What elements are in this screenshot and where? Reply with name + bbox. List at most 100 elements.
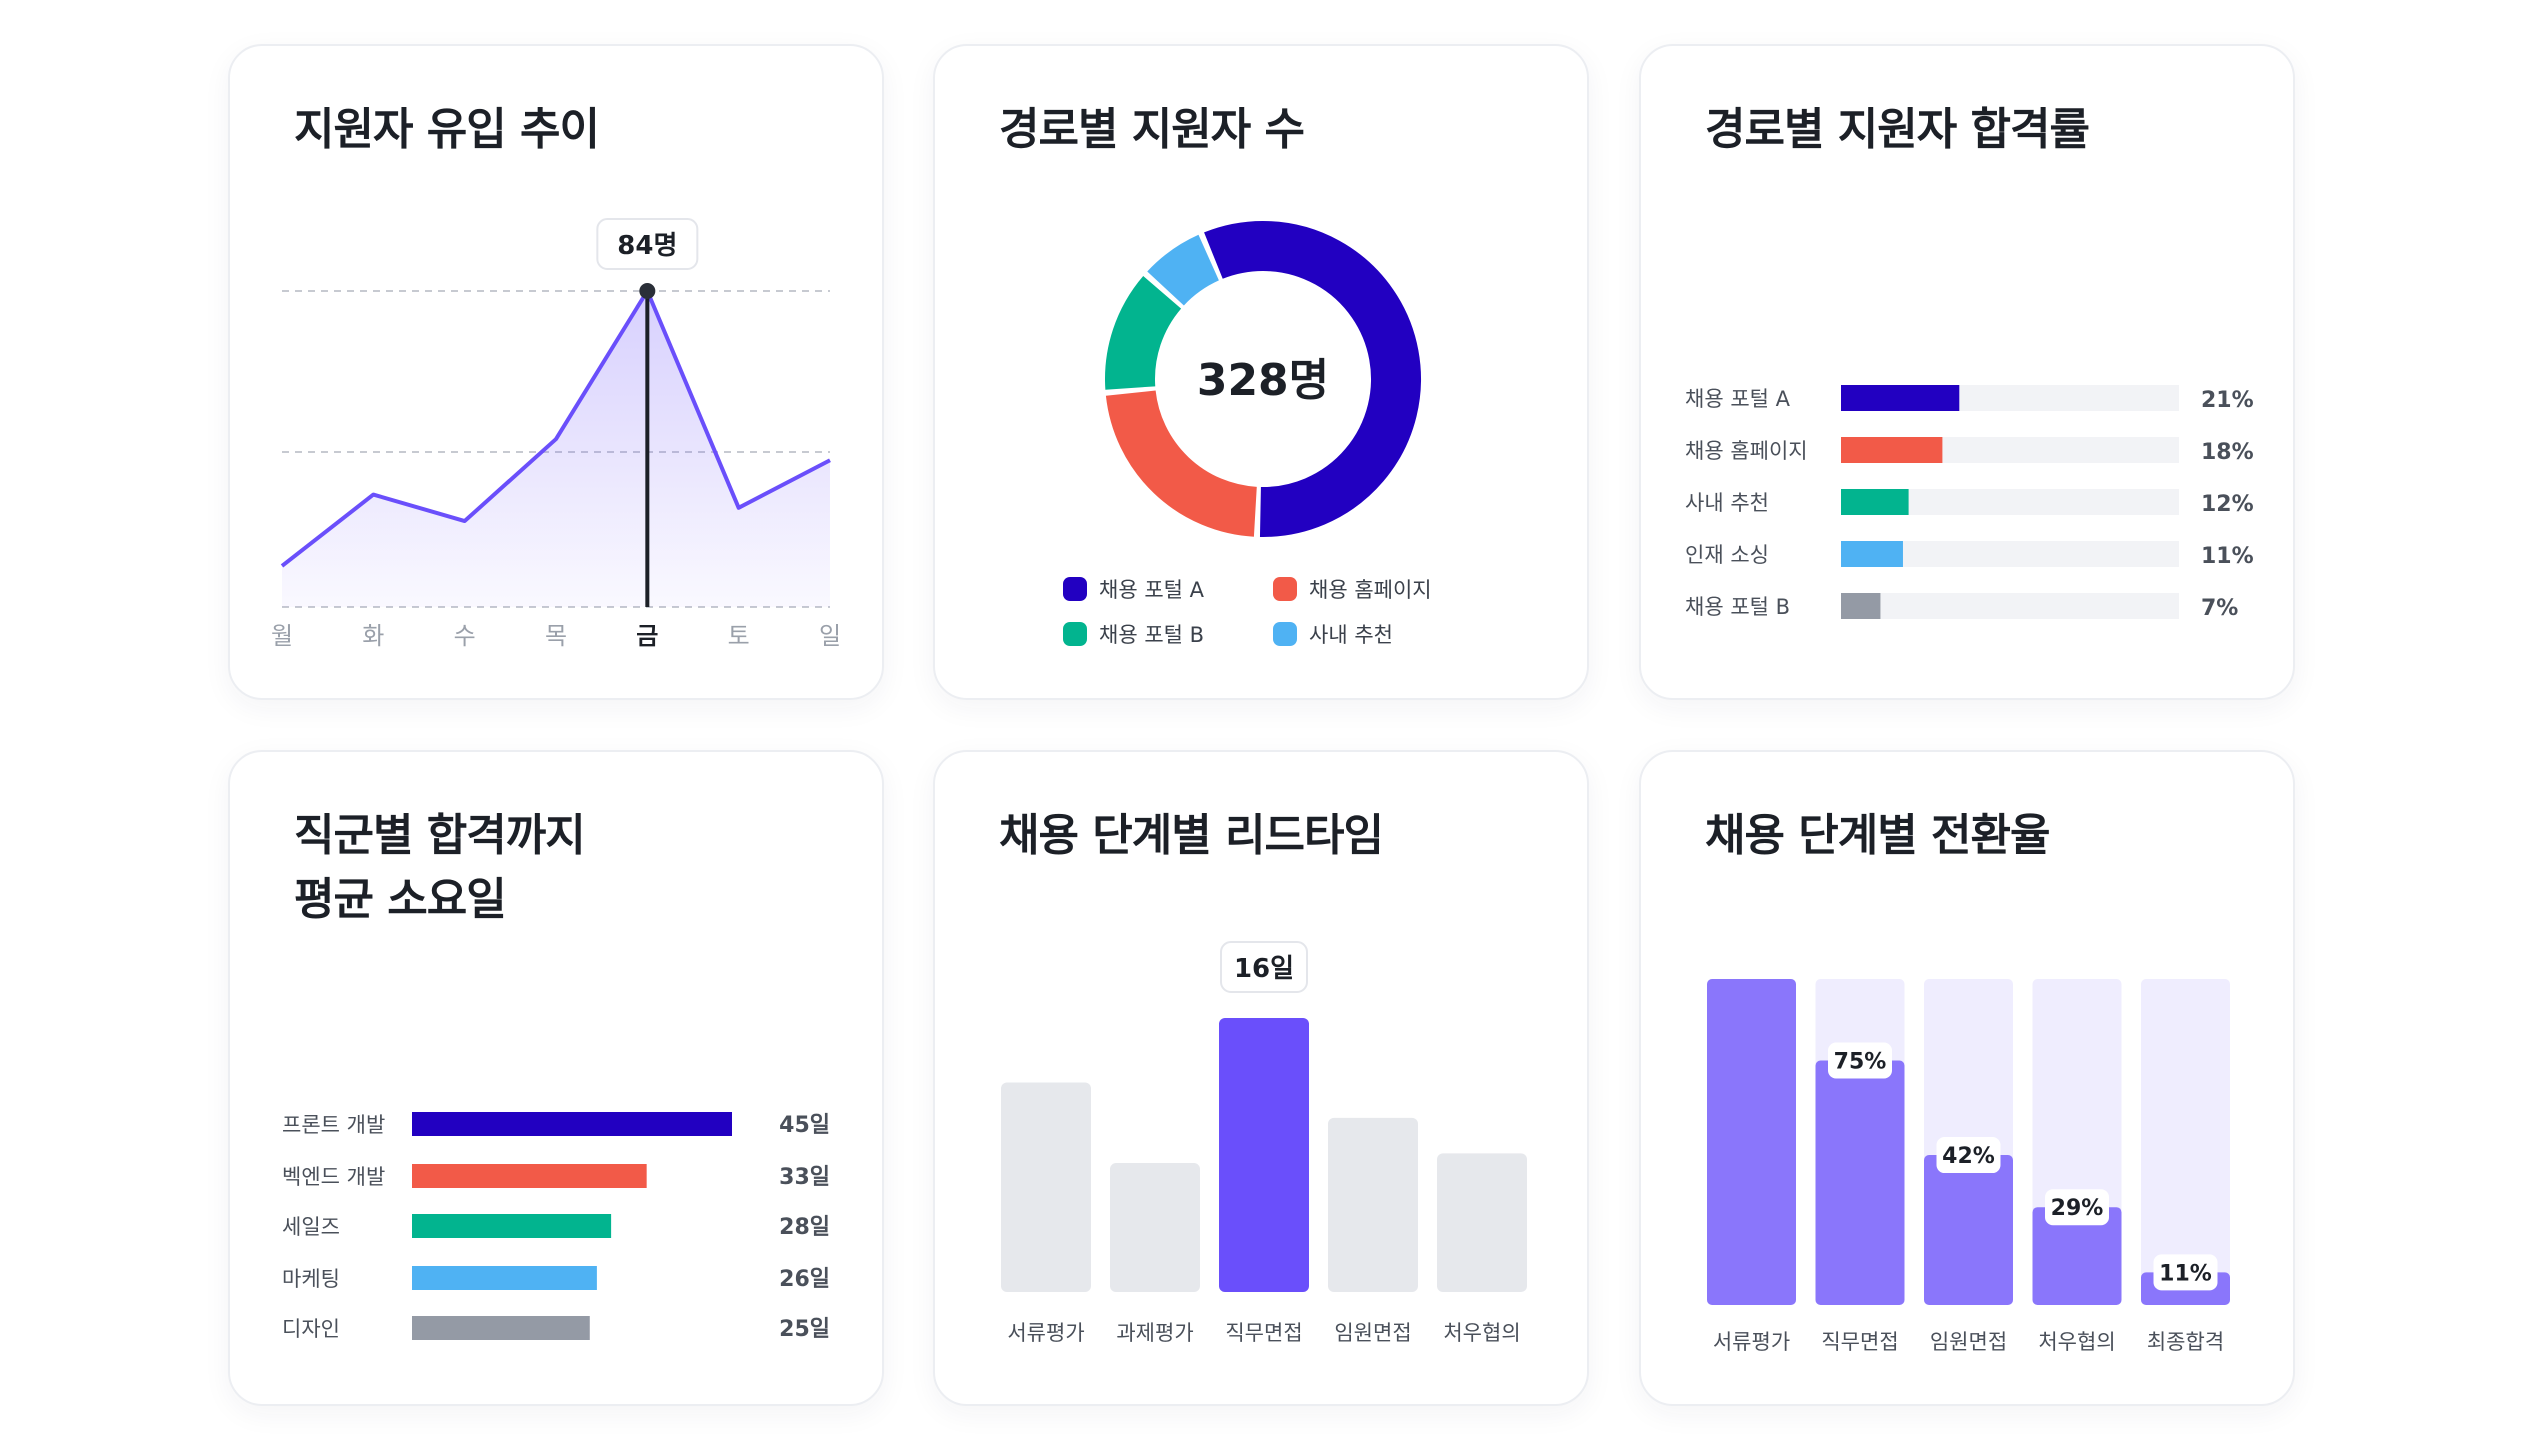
bar — [1437, 1153, 1527, 1292]
donut-slice — [1147, 234, 1220, 307]
legend-swatch — [1273, 622, 1297, 646]
x-tick-label: 목 — [545, 622, 567, 650]
bar — [1707, 979, 1796, 1305]
x-tick-label: 일 — [819, 622, 841, 650]
legend-label: 채용 포털 B — [1099, 623, 1205, 647]
stage-conversion-chart: 서류평가 직무면접 75% 임원면접 42% 처우협의 29% 최종합격 11% — [1707, 979, 2230, 1354]
channel-pass-rate-chart: 채용 포털 A 21% 채용 홈페이지 18% 사내 추천 12% 인재 소싱 11% 채용 포… — [1685, 385, 2254, 621]
x-tick-label: 처우협의 — [2038, 1330, 2115, 1354]
channel-pass-rate-card: 경로별 지원자 합격률 채용 포털 A 21% 채용 홈페이지 18% 사내 추천 12%… — [1639, 44, 2295, 700]
role-days-card: 직군별 합격까지 평균 소요일 프론트 개발 45일 벡엔드 개발 33일 세일즈 28일… — [228, 750, 884, 1406]
legend-swatch — [1273, 577, 1297, 601]
value-label: 45일 — [779, 1113, 830, 1138]
x-tick-label: 월 — [271, 622, 293, 650]
category-label: 채용 포털 A — [1685, 387, 1791, 411]
value-badge — [1828, 1042, 1892, 1079]
legend-label: 채용 포털 A — [1099, 578, 1204, 602]
legend-swatch — [1063, 577, 1087, 601]
value-label: 11% — [2159, 1261, 2212, 1286]
stage-conversion-card: 채용 단계별 전환율 서류평가 직무면접 75% 임원면접 42% 처우협의 29% 최종합격… — [1639, 750, 2295, 1406]
value-label: 26일 — [779, 1267, 830, 1292]
bar — [1110, 1163, 1200, 1292]
channel-count-title: 경로별 지원자 수 — [999, 104, 1305, 155]
value-label: 25일 — [779, 1317, 830, 1342]
tooltip-label: 84명 — [617, 231, 677, 261]
value-label: 12% — [2201, 492, 2254, 517]
x-tick-label: 직무면접 — [1821, 1330, 1898, 1354]
series-line — [280, 289, 831, 568]
legend-item-portal-a: 채용 포털 A — [1063, 574, 1204, 604]
bar — [1841, 437, 1943, 463]
bar-track — [2141, 979, 2230, 1305]
donut-slice — [1105, 389, 1258, 537]
role-days-title: 직군별 합격까지 평균 소요일 — [294, 804, 586, 932]
legend-item-homepage: 채용 홈페이지 — [1273, 574, 1432, 604]
bar — [2032, 1207, 2122, 1305]
bar — [1328, 1117, 1418, 1292]
category-label: 사내 추천 — [1685, 491, 1769, 515]
value-label: 18% — [2201, 440, 2254, 465]
category-label: 마케팅 — [282, 1267, 340, 1291]
donut-center-label: 328명 — [1197, 355, 1329, 406]
bar-track — [1841, 593, 2179, 619]
donut-slice — [1204, 221, 1421, 537]
bar — [412, 1112, 732, 1136]
tooltip-box — [596, 218, 699, 270]
value-badge — [2153, 1254, 2218, 1291]
applicant-trend-card: 지원자 유입 추이 84명 월 화 수 목 금 토 일 — [228, 44, 884, 700]
data-point-highlight — [639, 283, 656, 299]
value-label: 21% — [2201, 388, 2254, 413]
bar — [412, 1266, 597, 1290]
x-tick-label: 서류평가 — [1007, 1321, 1084, 1345]
value-badge — [2045, 1189, 2109, 1226]
tooltip-label: 16일 — [1234, 954, 1294, 984]
x-tick-label: 과제평가 — [1116, 1321, 1193, 1345]
role-days-title-line-2: 평균 소요일 — [294, 874, 507, 925]
donut-slice — [1105, 275, 1182, 390]
x-tick-label: 화 — [362, 622, 384, 650]
x-tick-label: 임원면접 — [1930, 1330, 2007, 1354]
value-label: 42% — [1942, 1144, 1995, 1169]
value-label: 29% — [2051, 1196, 2104, 1221]
channel-pass-rate-title: 경로별 지원자 합격률 — [1705, 104, 2090, 155]
channel-donut-chart: 328명 — [1105, 221, 1421, 537]
value-label: 33일 — [779, 1165, 830, 1190]
legend-swatch — [1063, 622, 1087, 646]
role-days-title-line-1: 직군별 합격까지 — [294, 810, 586, 861]
area-fill — [282, 291, 830, 607]
legend-label: 사내 추천 — [1309, 623, 1393, 647]
bar — [1815, 1060, 1905, 1305]
stage-conversion-title: 채용 단계별 전환율 — [1705, 810, 2050, 861]
value-label: 7% — [2201, 596, 2238, 621]
x-tick-label: 직무면접 — [1225, 1321, 1302, 1345]
category-label: 인재 소싱 — [1685, 543, 1769, 567]
bar — [1841, 593, 1881, 619]
bar — [1841, 385, 1960, 411]
category-label: 채용 홈페이지 — [1685, 439, 1808, 463]
value-label: 11% — [2201, 544, 2254, 569]
bar — [1001, 1082, 1091, 1292]
category-label: 채용 포털 B — [1685, 595, 1790, 619]
x-tick-label: 처우협의 — [1443, 1321, 1520, 1345]
x-tick-label: 최종합격 — [2147, 1330, 2224, 1354]
legend-item-portal-b: 채용 포털 B — [1063, 619, 1204, 649]
x-tick-label: 서류평가 — [1713, 1330, 1790, 1354]
bar — [412, 1214, 612, 1238]
channel-count-card: 경로별 지원자 수 328명 채용 포털 A 채용 홈페이지 채용 포털 B 사… — [933, 44, 1589, 700]
stage-leadtime-title: 채용 단계별 리드타임 — [999, 810, 1384, 861]
x-tick-label: 수 — [454, 622, 476, 650]
x-tick-label: 임원면접 — [1334, 1321, 1411, 1345]
tooltip-box — [1220, 941, 1308, 993]
bar — [1841, 541, 1903, 567]
x-tick-label: 금 — [636, 622, 658, 650]
bar — [412, 1164, 647, 1188]
bar — [1841, 489, 1909, 515]
category-label: 디자인 — [282, 1317, 340, 1341]
legend-label: 채용 홈페이지 — [1309, 578, 1432, 602]
value-label: 75% — [1834, 1050, 1887, 1075]
applicant-trend-title: 지원자 유입 추이 — [294, 104, 600, 155]
value-badge — [1936, 1137, 2001, 1174]
